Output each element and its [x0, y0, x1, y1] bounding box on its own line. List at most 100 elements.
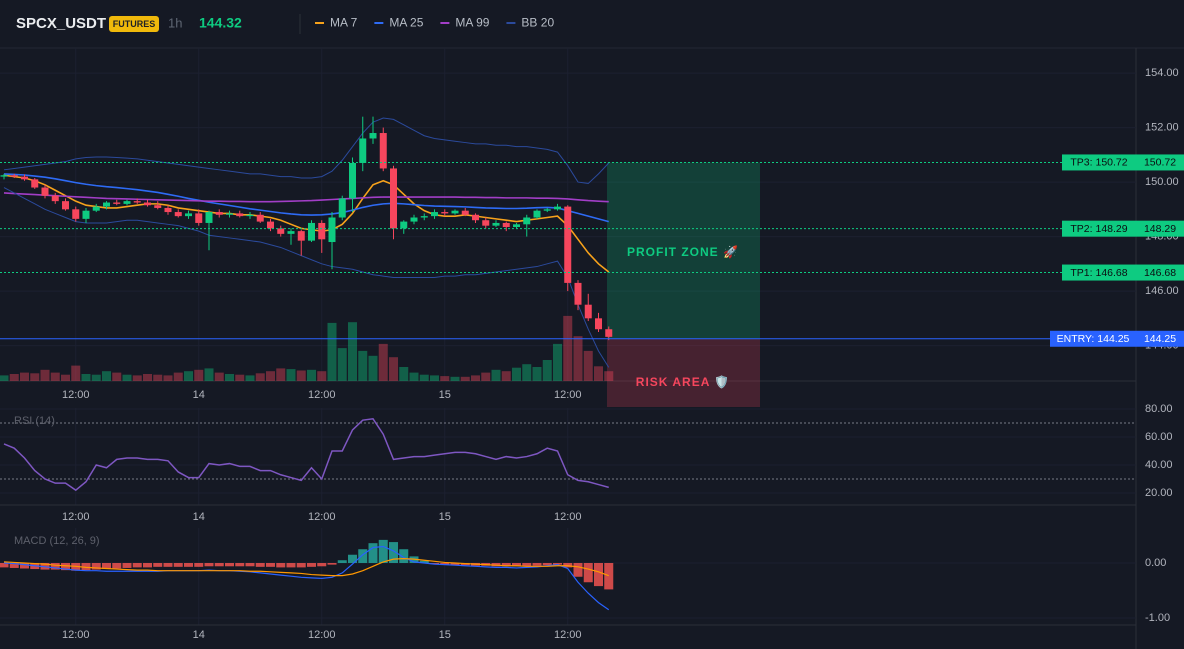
candle-body	[564, 206, 572, 283]
candle-body	[492, 222, 500, 226]
candle-body	[41, 187, 49, 196]
x-tick-label: 14	[193, 629, 205, 641]
macd-histogram-bar	[173, 562, 183, 567]
x-tick-label: 12:00	[62, 511, 90, 523]
macd-histogram-bar	[153, 562, 163, 567]
badge-bg	[109, 16, 159, 32]
volume-bar	[132, 375, 142, 381]
main-pane: 144.00146.00148.00150.00152.00154.0012:0…	[0, 48, 1184, 407]
candle-body	[31, 179, 39, 188]
macd-histogram-bar	[276, 562, 286, 568]
volume-bar	[594, 366, 603, 381]
macd-histogram-bar	[399, 549, 409, 563]
candle-body	[400, 221, 408, 229]
macd-histogram-bar	[214, 562, 224, 567]
candle-body	[595, 318, 602, 330]
candle-body	[308, 222, 315, 241]
candle-body	[410, 217, 418, 222]
x-tick-label: 15	[439, 389, 451, 401]
macd-histogram-bar	[532, 562, 542, 566]
volume-bar	[430, 375, 439, 381]
volume-bar	[307, 369, 316, 381]
level-label: ENTRY: 144.25	[1057, 333, 1130, 345]
volume-bar	[337, 348, 347, 381]
volume-bar	[214, 372, 224, 381]
ma-line	[3, 192, 609, 203]
volume-bar	[471, 375, 480, 381]
volume-bar	[153, 374, 163, 381]
candle-body	[277, 228, 285, 234]
volume-bar	[501, 371, 511, 381]
ma-line	[3, 173, 609, 223]
y-tick-label: 152.00	[1145, 121, 1179, 133]
price-tag	[1136, 264, 1184, 281]
volume-bar	[71, 365, 81, 381]
candle-body	[513, 224, 520, 228]
candle-body	[72, 209, 80, 219]
volume-bar	[389, 357, 398, 381]
candle-body	[584, 304, 592, 319]
candle-body	[502, 222, 510, 228]
volume-bar	[522, 364, 532, 381]
candle-body	[205, 212, 213, 223]
x-tick-label: 12:00	[62, 629, 90, 641]
y-tick-label: 40.00	[1145, 459, 1173, 471]
volume-bar	[50, 372, 60, 381]
volume-bar	[81, 374, 91, 381]
candle-body	[359, 138, 367, 163]
macd-histogram-bar	[604, 562, 614, 590]
rsi-pane: 20.00 40.00 60.00 80.00 12:00 14 12:00 15 12:00 R…	[0, 403, 1173, 523]
volume-bar	[563, 315, 573, 381]
volume-bar	[440, 376, 450, 381]
macd-histogram-bar	[112, 562, 122, 569]
candle-body	[441, 212, 449, 214]
volume-bar	[450, 376, 460, 381]
volume-bar	[491, 369, 501, 381]
candle-body	[482, 220, 490, 226]
macd-histogram-bar	[204, 562, 214, 567]
candle-body	[174, 212, 182, 217]
plot	[3, 417, 609, 492]
macd-histogram-bar	[50, 562, 60, 570]
level-tag	[1050, 330, 1136, 347]
macd-histogram-bar	[389, 542, 398, 563]
candle-body	[420, 216, 428, 218]
volume-bar	[327, 322, 337, 381]
x-tick-label: 12:00	[554, 511, 582, 523]
volume-bar	[409, 372, 419, 381]
y-tick-label: 20.00	[1145, 487, 1173, 499]
candle-body	[379, 133, 387, 169]
volume-bar	[512, 367, 521, 381]
candle-body	[246, 214, 254, 217]
x-tick-label: 12:00	[308, 389, 336, 401]
interval[interactable]: 1h	[168, 15, 182, 30]
legend-label: MA 7	[330, 16, 358, 30]
candle-body	[51, 195, 59, 202]
candle-body	[543, 209, 551, 211]
macd-histogram-bar	[9, 562, 19, 568]
macd-histogram-bar	[235, 562, 245, 567]
candle-body	[10, 175, 18, 177]
y-tick-label: 150.00	[1145, 176, 1179, 188]
symbol[interactable]: SPCX_USDT	[16, 15, 106, 32]
volume-bar	[9, 374, 19, 381]
x-tick-label: 12:00	[308, 511, 336, 523]
volume-bar	[481, 372, 491, 381]
macd-histogram-bar	[225, 562, 234, 567]
macd-histogram-bar	[501, 562, 511, 567]
y-tick-label: 0.00	[1145, 557, 1166, 569]
candle-body	[318, 222, 326, 240]
macd-histogram-bar	[378, 539, 388, 563]
macd-histogram-bar	[163, 562, 173, 567]
volume-bar	[358, 350, 368, 381]
x-tick-label: 14	[193, 511, 205, 523]
macd-histogram-bar	[317, 562, 327, 567]
macd-histogram-bar	[522, 562, 532, 567]
ma-line	[3, 174, 610, 273]
candle-body	[215, 212, 223, 215]
macd-histogram-bar	[440, 562, 450, 565]
x-tick-label: 15	[439, 629, 451, 641]
